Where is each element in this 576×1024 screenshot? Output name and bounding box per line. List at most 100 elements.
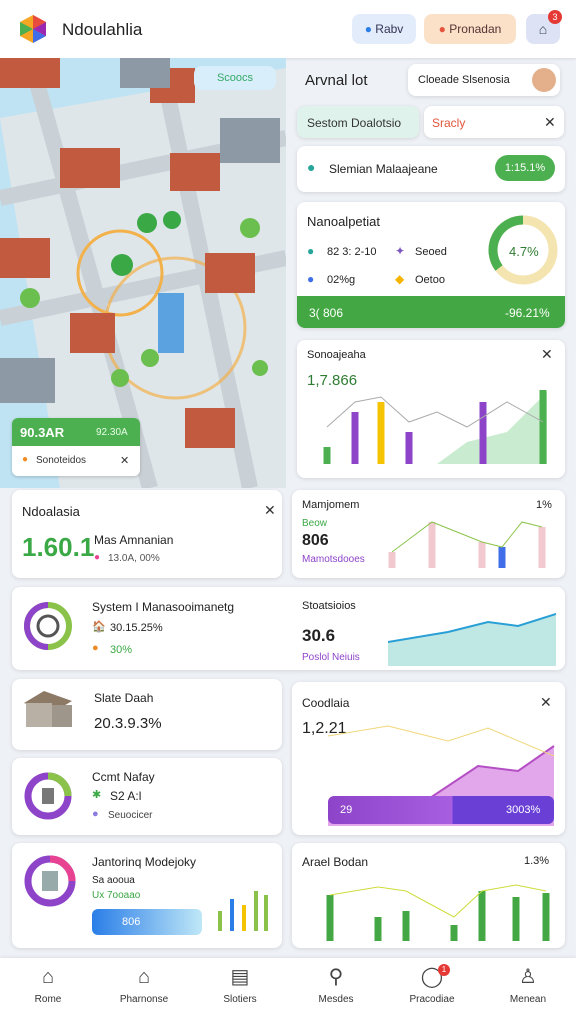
ring xyxy=(24,855,76,907)
card-corner: 1% xyxy=(536,499,552,511)
shape xyxy=(52,705,72,727)
nav-icon: ◯ xyxy=(420,966,444,988)
ring xyxy=(24,602,72,650)
card-title: System I Manasooimanetg xyxy=(92,600,235,614)
nav-icon: ▤ xyxy=(230,966,250,988)
card-value: 1,2.21 xyxy=(302,720,347,737)
decoration: ● xyxy=(22,454,29,465)
badge: 3 xyxy=(548,10,562,24)
select[interactable]: Cloeade Slsenosia xyxy=(408,64,560,96)
card-label: Mas Amnanian xyxy=(94,533,174,547)
card-corner: 1.3% xyxy=(524,855,550,867)
card-value: 1.60.1 xyxy=(22,532,95,562)
nav-label: Pharnonse xyxy=(119,994,169,1005)
decoration: ✕ xyxy=(544,114,556,130)
shape xyxy=(0,238,50,278)
shape xyxy=(391,521,543,553)
mini-chart xyxy=(388,521,546,568)
nav-label: Pracodiae xyxy=(409,994,455,1005)
card: Slate Daah 20.3.9.3% xyxy=(12,679,282,750)
decoration: ● xyxy=(92,808,99,820)
shape xyxy=(532,68,556,92)
stat: Seoed xyxy=(415,246,447,258)
card-title: Jantorinq Modejoky xyxy=(92,855,197,869)
tab[interactable]: Sracly ✕ xyxy=(424,106,564,138)
card-tag: Beow xyxy=(302,518,328,529)
mini-chart xyxy=(323,390,547,464)
nav-icon: ⚲ xyxy=(328,966,344,988)
shape xyxy=(33,22,46,36)
shape xyxy=(326,891,550,941)
mini-chart xyxy=(326,884,550,941)
donut-label: 4.7% xyxy=(509,244,539,259)
decoration: 🏠 xyxy=(92,621,106,633)
shape xyxy=(0,58,60,88)
decoration: ● xyxy=(92,642,99,654)
card-line: S2 A:l xyxy=(110,789,142,803)
nav-icon: ⌂ xyxy=(137,966,151,988)
shape xyxy=(388,614,556,666)
shape xyxy=(252,360,268,376)
nav-badge: 1 xyxy=(438,964,450,976)
shape xyxy=(20,22,33,36)
decoration: ✕ xyxy=(540,694,552,710)
summary-card: Nanoalpetiat ● 82 3: 2-10 ✦ Seoed ● 02%g ◆ O… xyxy=(297,202,565,328)
card-title: Coodlaia xyxy=(302,696,350,710)
brand: Ndoulahlia xyxy=(62,20,143,39)
decoration: ✱ xyxy=(92,789,102,801)
decoration: ◆ xyxy=(395,272,405,286)
decoration: ● xyxy=(364,22,376,36)
shape xyxy=(141,349,159,367)
button[interactable]: ● Pronadan xyxy=(424,14,516,44)
nav-item[interactable]: ⌂ Rome xyxy=(0,964,96,1020)
card-title: Sonoajeaha xyxy=(307,349,366,361)
decoration: ● xyxy=(438,22,450,36)
map[interactable]: Scoocs 90.3AR 92.30A Sonoteidos ● ✕ xyxy=(0,58,286,488)
chart-card: Sonoajeaha ✕ 1,7.866 xyxy=(297,340,565,478)
card-sub: Mamotsdooes xyxy=(302,554,365,565)
shape xyxy=(24,602,49,650)
shape xyxy=(220,118,280,163)
nav-item[interactable]: ♙ Menean xyxy=(480,964,576,1020)
shape xyxy=(437,392,547,464)
shape xyxy=(185,408,235,448)
nav-item[interactable]: ▤ Slotiers xyxy=(192,964,288,1020)
card-line: 30% xyxy=(110,644,133,656)
panel-title: Arvnal lot xyxy=(305,72,368,89)
shape xyxy=(488,215,524,271)
shape xyxy=(240,218,260,238)
shape xyxy=(329,884,547,918)
card-title: Ndoalasia xyxy=(22,504,80,519)
mini-chart xyxy=(218,891,268,931)
card-title: Slate Daah xyxy=(94,691,154,705)
logo xyxy=(20,15,46,43)
stat: 82 3: 2-10 xyxy=(327,246,377,258)
button-label: 806 xyxy=(122,916,141,928)
shape xyxy=(120,58,170,88)
button[interactable]: 806 xyxy=(92,909,202,935)
shape xyxy=(42,871,58,891)
header: Ndoulahlia ● Rabv ● Pronadan ⌂ 3 xyxy=(0,0,576,58)
shape xyxy=(76,229,164,317)
card: Jantorinq Modejoky Sa aooua Ux 7ooaao 80… xyxy=(12,843,282,948)
tab[interactable]: Sestom Doalotsio xyxy=(297,106,419,138)
button[interactable]: ● Rabv xyxy=(352,14,416,44)
nav-item[interactable]: ⚲ Mesdes xyxy=(288,964,384,1020)
card-title: Stoatsioios xyxy=(302,600,356,612)
ring xyxy=(24,772,72,820)
shape xyxy=(328,725,555,757)
shape xyxy=(111,369,129,387)
map-badge[interactable]: Scoocs xyxy=(194,66,276,90)
chart-value: 1,7.866 xyxy=(307,372,358,389)
panel-value: 92.30A xyxy=(96,427,128,438)
nav-item[interactable]: ⌂ Pharnonse xyxy=(96,964,192,1020)
card: Mamjomem 1% Beow 806 Mamotsdooes xyxy=(292,490,565,578)
shape xyxy=(70,313,115,353)
tab-label: Sestom Doalotsio xyxy=(307,116,402,130)
shape xyxy=(0,58,286,488)
nav-item[interactable]: ◯ Pracodiae xyxy=(384,964,480,1020)
shape xyxy=(0,58,280,403)
progress-bar xyxy=(328,796,554,824)
shape xyxy=(388,522,546,568)
shape xyxy=(42,788,54,804)
